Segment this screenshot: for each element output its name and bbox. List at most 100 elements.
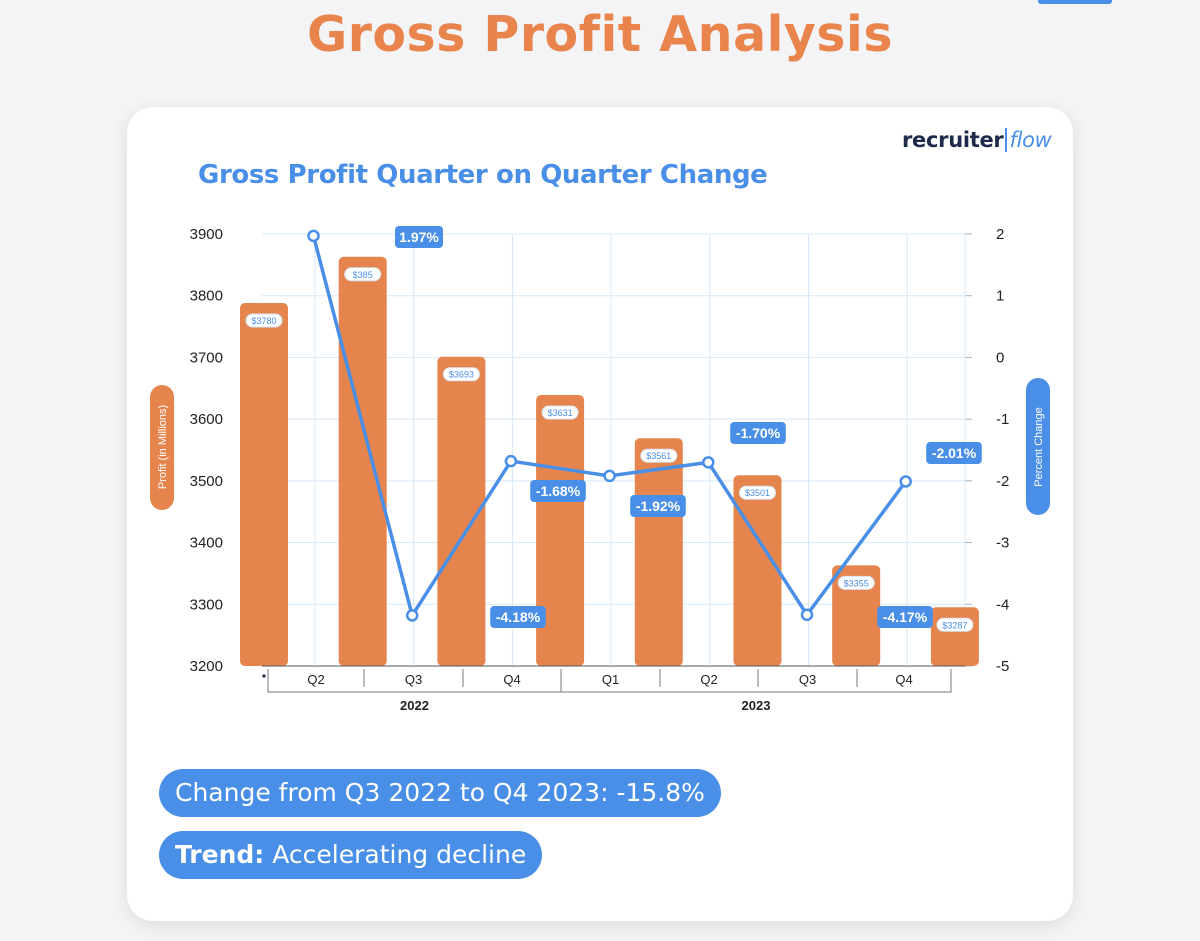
- x-axis-origin-dot: [262, 674, 266, 678]
- percent-value-label-bg: [490, 606, 546, 628]
- percent-value-text: -1.92%: [636, 498, 681, 514]
- percent-value-label-bg: [530, 480, 586, 502]
- year-bracket-line: [267, 687, 562, 693]
- year-label: 2023: [742, 698, 771, 713]
- y-tick-label: 3900: [190, 226, 223, 243]
- x-quarter-label: Q3: [405, 672, 422, 687]
- y2-axis-title: Percent Change: [1033, 407, 1045, 487]
- bar-value-label-bg: [541, 405, 579, 420]
- percent-value-text: -4.17%: [883, 609, 928, 625]
- bar-value-label-bg: [739, 485, 776, 500]
- y-axis-title-pill: Profit (in Millions): [150, 385, 174, 510]
- bar-value-label-bg: [837, 575, 875, 590]
- logo-text-left: recruiter: [902, 128, 1004, 152]
- percent-point: [800, 608, 814, 622]
- trend-label: Trend:: [175, 840, 265, 869]
- bar-value-label: $3287: [936, 617, 974, 632]
- y2-tick-label: 1: [996, 288, 1004, 305]
- x-quarter-label: Q4: [895, 672, 912, 687]
- percent-value-label: 1.97%: [395, 226, 443, 248]
- x-quarter-label: Q4: [503, 672, 520, 687]
- percent-value-text: -4.18%: [496, 609, 541, 625]
- bar-value-label-bg: [936, 617, 974, 632]
- percent-value-text: -2.01%: [932, 445, 977, 461]
- year-bracket: 2023: [560, 687, 952, 713]
- y2-tick-label: -2: [996, 473, 1009, 490]
- bar-value-label: $385: [344, 267, 382, 282]
- y2-tick-label: -3: [996, 535, 1009, 552]
- chart-title: Gross Profit Quarter on Quarter Change: [198, 160, 768, 190]
- percent-value-label: -1.68%: [530, 480, 586, 502]
- bar-value-text: $385: [353, 270, 373, 280]
- percent-value-label: -1.92%: [630, 495, 686, 517]
- y-tick-label: 3400: [190, 535, 223, 552]
- profit-bar: [240, 303, 288, 666]
- profit-bar: [536, 395, 585, 666]
- x-quarter-label: Q1: [602, 672, 619, 687]
- profit-bar: [832, 565, 881, 666]
- y-tick-label: 3700: [190, 349, 223, 366]
- percent-point: [504, 454, 518, 468]
- y-tick-label: 3500: [190, 473, 223, 490]
- percent-value-label: -2.01%: [926, 442, 982, 464]
- profit-bar: [733, 475, 782, 666]
- bar-value-label: $3693: [442, 367, 480, 382]
- percent-value-label-bg: [926, 442, 982, 464]
- y2-tick-label: -5: [996, 658, 1009, 675]
- percent-value-label-bg: [630, 495, 686, 517]
- percent-point: [899, 475, 912, 488]
- x-quarter-label: Q3: [799, 672, 816, 687]
- year-label: 2022: [400, 698, 429, 713]
- y-tick-label: 3300: [190, 596, 223, 613]
- percent-value-label: -1.70%: [730, 422, 786, 444]
- y2-axis-title-pill: Percent Change: [1026, 378, 1050, 515]
- trend-pill: Trend: Accelerating decline: [159, 831, 543, 879]
- logo-text-right: flow: [1004, 128, 1052, 152]
- y-axis-title: Profit (in Millions): [157, 405, 169, 489]
- profit-bar: [437, 356, 486, 666]
- percent-point: [603, 469, 616, 483]
- profit-bar: [338, 256, 387, 666]
- percent-value-label-bg: [730, 422, 786, 444]
- bar-value-label: $3501: [739, 485, 776, 500]
- y-tick-label: 3600: [190, 411, 223, 428]
- percent-value-label-bg: [395, 226, 443, 248]
- y-tick-label: 3200: [190, 658, 223, 675]
- bar-value-label-bg: [245, 313, 283, 328]
- bar-value-label: $3780: [245, 313, 283, 328]
- y2-tick-label: -1: [996, 411, 1009, 428]
- y-tick-label: 3800: [190, 288, 223, 305]
- percent-value-label: -4.17%: [877, 606, 933, 628]
- percent-value-text: -1.70%: [736, 425, 781, 441]
- y2-tick-label: 0: [996, 349, 1004, 366]
- y2-axis-title-bg: [1026, 378, 1050, 515]
- x-quarter-label: Q2: [700, 672, 717, 687]
- trend-value: Accelerating decline: [264, 840, 527, 869]
- bar-value-label-bg: [344, 267, 382, 282]
- percent-point: [702, 456, 715, 469]
- bar-value-label-bg: [442, 367, 480, 382]
- bar-value-text: $3780: [251, 316, 276, 326]
- percent-value-label-bg: [877, 606, 933, 628]
- year-bracket-line: [560, 687, 952, 693]
- percent-change-line: [311, 235, 908, 618]
- percent-point: [307, 229, 320, 243]
- y2-tick-label: 2: [996, 226, 1004, 243]
- bar-value-text: $3631: [548, 408, 573, 418]
- brand-logo: recruiter flow: [902, 128, 1052, 152]
- bar-value-text: $3287: [942, 620, 967, 630]
- year-bracket: 2022: [267, 687, 562, 713]
- bar-value-label: $3631: [541, 405, 579, 420]
- x-quarter-label: Q2: [307, 672, 324, 687]
- percent-point: [405, 609, 419, 622]
- page-title: Gross Profit Analysis: [306, 6, 893, 63]
- bar-value-text: $3355: [844, 578, 869, 588]
- y2-tick-label: -4: [996, 596, 1009, 613]
- y-axis-title-bg: [150, 385, 174, 510]
- change-summary-pill: Change from Q3 2022 to Q4 2023: -15.8%: [159, 769, 721, 817]
- bar-value-label: $3355: [837, 575, 875, 590]
- bar-value-text: $3693: [449, 370, 474, 380]
- profit-bar: [930, 607, 979, 666]
- percent-value-text: -1.68%: [536, 483, 581, 499]
